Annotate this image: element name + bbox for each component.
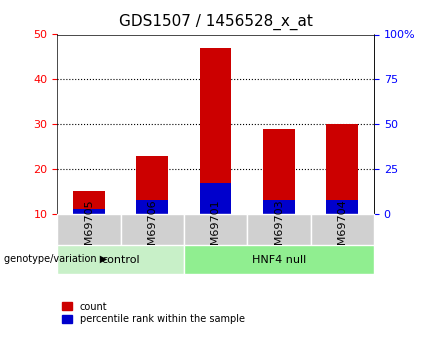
Bar [121, 214, 184, 245]
Bar [263, 200, 295, 214]
Text: GSM69704: GSM69704 [337, 199, 347, 260]
Bar [311, 214, 374, 245]
Text: GSM69706: GSM69706 [147, 199, 157, 260]
Bar [184, 214, 247, 245]
Text: GSM69701: GSM69701 [211, 199, 220, 260]
Legend: count, percentile rank within the sample: count, percentile rank within the sample [62, 302, 245, 325]
Bar [136, 156, 168, 214]
Bar [136, 200, 168, 214]
Text: HNF4 null: HNF4 null [252, 255, 306, 265]
Bar [200, 48, 231, 214]
Text: genotype/variation ▶: genotype/variation ▶ [4, 255, 108, 264]
Title: GDS1507 / 1456528_x_at: GDS1507 / 1456528_x_at [119, 14, 312, 30]
Text: GSM69703: GSM69703 [274, 199, 284, 260]
Text: control: control [101, 255, 140, 265]
Bar [73, 191, 105, 214]
Bar [326, 200, 358, 214]
Bar [184, 245, 374, 274]
Bar [57, 214, 121, 245]
Bar [57, 245, 184, 274]
Bar [200, 183, 231, 214]
Bar [263, 129, 295, 214]
Bar [247, 214, 311, 245]
Bar [326, 124, 358, 214]
Text: GSM69705: GSM69705 [84, 199, 94, 260]
Bar [73, 209, 105, 214]
